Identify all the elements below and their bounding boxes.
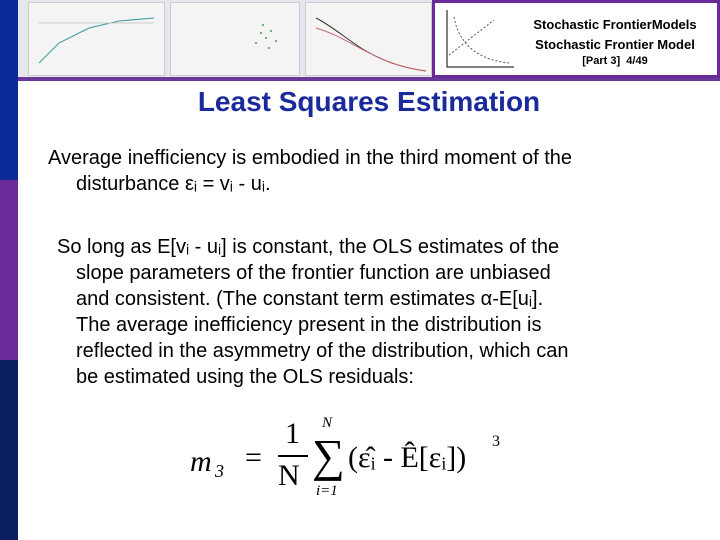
chart-thumbnail-3: [305, 2, 432, 76]
formula-lhs-subscript: 3: [215, 461, 224, 481]
paragraph-2-line-6: be estimated using the OLS residuals:: [76, 366, 414, 388]
sidebar-band-bottom: [0, 360, 18, 540]
formula-numerator: 1: [285, 417, 300, 450]
formula-power: 3: [492, 433, 500, 450]
formula-denominator: N: [278, 459, 300, 492]
paragraph-2-line-2: slope parameters of the frontier functio…: [76, 262, 551, 284]
header-divider: [18, 77, 720, 81]
sidebar-band-middle: [0, 180, 18, 360]
sum-upper-limit: N: [322, 415, 333, 431]
formula-equals: =: [245, 441, 262, 474]
header-line-1: Stochastic FrontierModels: [533, 17, 697, 32]
paragraph-1-line-1: Average inefficiency is embodied in the …: [48, 147, 573, 169]
header-logo-box: Stochastic FrontierModels Stochastic Fro…: [432, 0, 720, 78]
slide-title: Least Squares Estimation: [197, 86, 541, 117]
paragraph-2-line-1: So long as E[vᵢ - uᵢ] is constant, the O…: [57, 236, 560, 258]
third-moment-formula: m 3 = 1 N N ∑ i=1 (ε̂ᵢ - Ê[εᵢ]) 3: [190, 415, 510, 505]
frontier-diagram-icon: [446, 10, 514, 68]
fraction-bar: [278, 455, 308, 457]
paragraph-2-line-3: and consistent. (The constant term estim…: [76, 288, 544, 310]
paragraph-2-line-4: The average inefficiency present in the …: [76, 314, 542, 336]
chart-thumbnail-2: [170, 2, 300, 76]
sum-icon: ∑: [312, 430, 345, 481]
page-number: 4/49: [626, 55, 648, 67]
chart-thumbnail-1: [28, 2, 165, 76]
part-label: [Part 3]: [582, 55, 621, 67]
formula-lhs: m: [190, 445, 212, 478]
sum-lower-limit: i=1: [316, 483, 338, 499]
formula-body: (ε̂ᵢ - Ê[εᵢ]): [348, 441, 467, 474]
sidebar-band-top: [0, 0, 18, 180]
header-line-2: Stochastic Frontier Model: [535, 37, 695, 52]
paragraph-1-line-2: disturbance εᵢ = vᵢ - uᵢ.: [76, 173, 271, 195]
paragraph-2-line-5: reflected in the asymmetry of the distri…: [76, 340, 569, 362]
